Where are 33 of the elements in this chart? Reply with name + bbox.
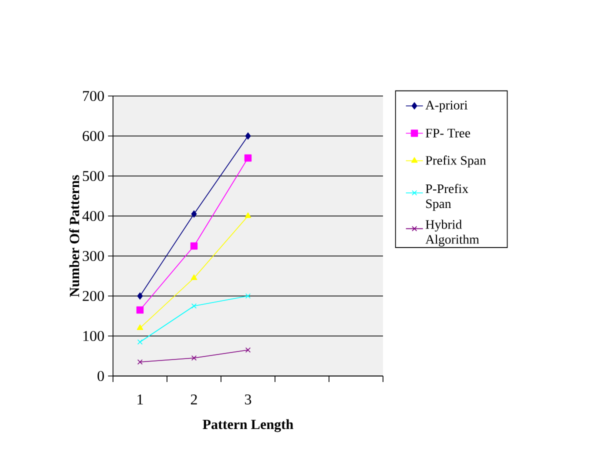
point [190, 242, 198, 250]
point [245, 293, 251, 299]
point [191, 303, 197, 309]
y-axis-title: Number Of Patterns [69, 175, 80, 297]
legend-label: P-Prefix Span [426, 184, 468, 211]
point [245, 347, 251, 353]
point [245, 132, 251, 140]
y-tick-label: 0 [98, 370, 104, 382]
y-tick-label: 600 [82, 130, 104, 142]
x-tick-label: 1 [138, 394, 143, 404]
y-tick-label: 100 [83, 330, 104, 342]
point [137, 339, 143, 345]
point [136, 324, 144, 330]
point [137, 292, 143, 300]
y-tick-label: 300 [82, 250, 104, 262]
point [136, 306, 144, 314]
legend-label: A-priori [425, 100, 468, 112]
y-tick-label: 200 [82, 290, 104, 302]
point [137, 359, 143, 365]
y-tick-label: 500 [82, 170, 104, 182]
y-tick-label: 400 [82, 210, 104, 222]
point [244, 212, 252, 218]
x-tick-label: 3 [244, 394, 252, 404]
point [191, 210, 197, 218]
point [244, 154, 252, 162]
legend-label: Prefix Span [426, 156, 486, 168]
legend-label: Hybrid Algorithm [425, 220, 480, 246]
point [190, 274, 198, 280]
x-axis-title: Pattern Length [202, 419, 294, 432]
y-tick-label: 700 [83, 90, 104, 102]
point [191, 355, 197, 361]
legend-label: FP- Tree [426, 128, 470, 138]
x-tick-label: 2 [190, 394, 197, 404]
